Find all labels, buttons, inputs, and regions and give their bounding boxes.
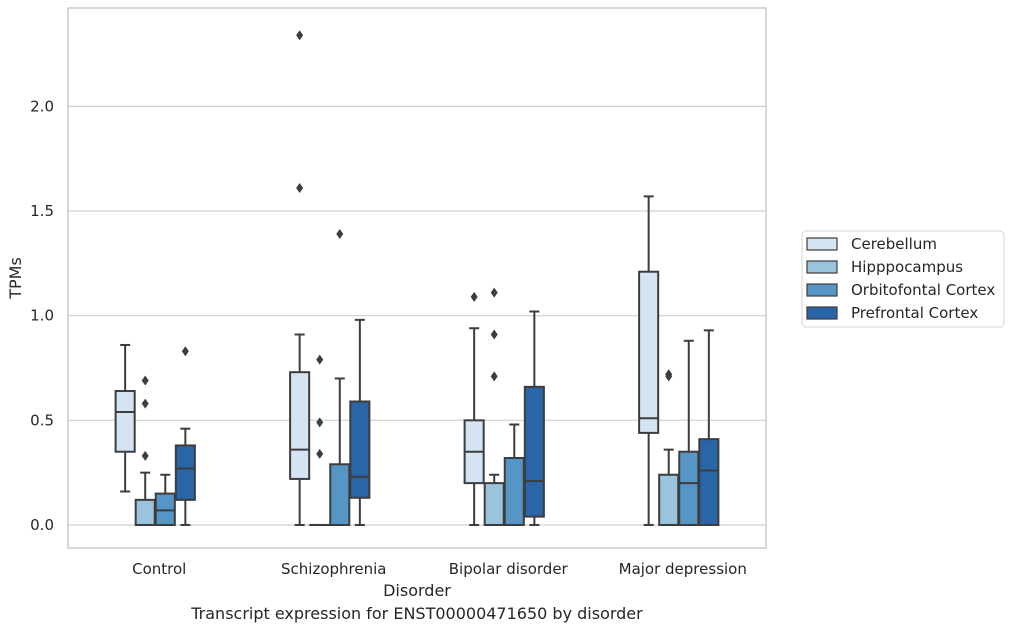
x-axis-label: Disorder bbox=[383, 581, 451, 600]
x-tick-label: Control bbox=[132, 560, 186, 578]
legend-label: Hipppocampus bbox=[851, 258, 963, 276]
box-body bbox=[156, 494, 175, 525]
legend-label: Prefrontal Cortex bbox=[851, 304, 978, 322]
x-tick-label: Major depression bbox=[619, 560, 747, 578]
box-body bbox=[505, 458, 524, 525]
box-body bbox=[699, 439, 718, 525]
box-body bbox=[290, 372, 309, 479]
box-body bbox=[639, 272, 658, 433]
y-tick-label: 1.5 bbox=[30, 202, 54, 220]
box-body bbox=[176, 445, 195, 499]
legend-swatch bbox=[807, 261, 837, 273]
legend-item: Orbitofontal Cortex bbox=[807, 281, 995, 299]
box-body bbox=[659, 475, 678, 525]
y-tick-label: 1.0 bbox=[30, 307, 54, 325]
box-body bbox=[136, 500, 155, 525]
legend-swatch bbox=[807, 238, 837, 250]
box-body bbox=[330, 464, 349, 525]
legend: Cerebellum Hipppocampus Orbitofontal Corte… bbox=[802, 231, 1004, 327]
legend-item: Prefrontal Cortex bbox=[807, 304, 978, 322]
box-body bbox=[116, 391, 135, 452]
x-tick-label: Bipolar disorder bbox=[449, 560, 569, 578]
box-body bbox=[350, 401, 369, 497]
box-body bbox=[525, 387, 544, 517]
legend-swatch bbox=[807, 284, 837, 296]
x-tick-label: Schizophrenia bbox=[281, 560, 386, 578]
y-tick-label: 0.0 bbox=[30, 516, 54, 534]
figure-caption: Transcript expression for ENST0000047165… bbox=[0, 604, 834, 623]
legend-item: Hipppocampus bbox=[807, 258, 963, 276]
box-body bbox=[679, 452, 698, 525]
legend-item: Cerebellum bbox=[807, 235, 937, 253]
x-tick-labels: Control Schizophrenia Bipolar disorder Majo… bbox=[132, 560, 747, 578]
y-tick-label: 0.5 bbox=[30, 411, 54, 429]
y-axis-label: TPMs bbox=[6, 257, 25, 300]
legend-label: Cerebellum bbox=[851, 235, 937, 253]
y-tick-label: 2.0 bbox=[30, 97, 54, 115]
y-tick-labels: 0.0 0.5 1.0 1.5 2.0 bbox=[30, 97, 54, 534]
legend-swatch bbox=[807, 307, 837, 319]
box-body bbox=[485, 483, 504, 525]
legend-label: Orbitofontal Cortex bbox=[851, 281, 995, 299]
plot-background bbox=[68, 8, 766, 548]
